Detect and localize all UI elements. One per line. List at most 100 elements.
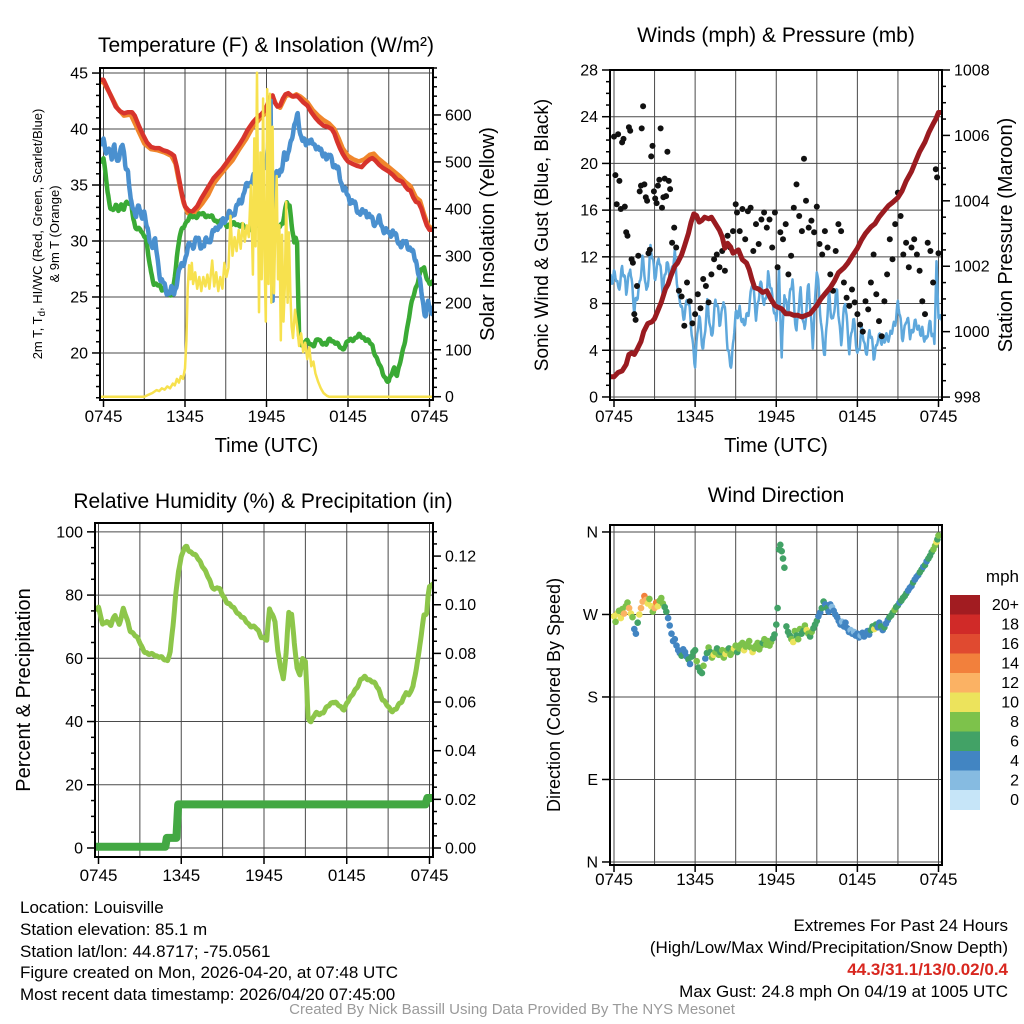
- gridlines: [610, 525, 942, 865]
- series-group: [100, 71, 433, 398]
- svg-text:20: 20: [65, 777, 83, 794]
- svg-text:4: 4: [589, 343, 598, 360]
- tick-labels: 0745 1345 1945 0145 0745 20 25 30 35 40 45 0 100 200 3…: [70, 66, 472, 426]
- svg-text:S: S: [587, 689, 598, 706]
- svg-text:40: 40: [70, 122, 88, 139]
- chart-title: Temperature (F) & Insolation (W/m²): [98, 34, 434, 57]
- svg-text:14: 14: [1001, 655, 1019, 672]
- station-info: Location: Louisville Station elevation: …: [20, 897, 398, 1006]
- svg-text:16: 16: [1001, 636, 1019, 653]
- svg-text:0.10: 0.10: [445, 597, 476, 614]
- 2m-temp-red: [100, 77, 433, 233]
- svg-text:0145: 0145: [838, 407, 876, 426]
- extremes-summary: Extremes For Past 24 Hours (High/Low/Max…: [650, 915, 1008, 1003]
- svg-text:80: 80: [65, 588, 83, 605]
- svg-text:18: 18: [1001, 616, 1019, 633]
- y-axis-label-left: 2m T, Td, HI/WC (Red, Green, Scarlet/Blu…: [30, 109, 48, 360]
- station-latlon: Station lat/lon: 44.8717; -75.0561: [20, 941, 271, 961]
- x-axis-label: Time (UTC): [215, 435, 319, 457]
- svg-text:1345: 1345: [676, 407, 714, 426]
- svg-text:200: 200: [445, 295, 472, 312]
- svg-text:400: 400: [445, 201, 472, 218]
- svg-text:45: 45: [70, 66, 88, 83]
- direction-dots: [610, 532, 942, 677]
- svg-text:0745: 0745: [595, 407, 633, 426]
- precipitation: [95, 794, 433, 851]
- svg-text:1345: 1345: [166, 407, 204, 426]
- svg-text:20+: 20+: [992, 597, 1019, 614]
- svg-text:1945: 1945: [248, 407, 286, 426]
- svg-text:1945: 1945: [757, 407, 795, 426]
- svg-text:2: 2: [1010, 772, 1019, 789]
- y-axis-label-left: & 9m T (Orange): [47, 185, 62, 282]
- svg-text:20: 20: [580, 156, 598, 173]
- x-axis-label: Time (UTC): [724, 435, 828, 457]
- max-gust: Max Gust: 24.8 mph On 04/19 at 1005 UTC: [679, 982, 1008, 1001]
- svg-text:W: W: [583, 607, 599, 624]
- svg-text:100: 100: [56, 524, 83, 541]
- svg-text:1004: 1004: [954, 193, 990, 210]
- gusts-black: [611, 103, 942, 340]
- svg-text:40: 40: [65, 714, 83, 731]
- svg-text:300: 300: [445, 248, 472, 265]
- svg-text:E: E: [587, 772, 598, 789]
- svg-text:10: 10: [1001, 694, 1019, 711]
- figure-created: Figure created on Mon, 2026-04-20, at 07…: [20, 963, 398, 983]
- svg-text:600: 600: [445, 107, 472, 124]
- station-location: Location: Louisville: [20, 898, 164, 917]
- svg-text:0145: 0145: [329, 407, 367, 426]
- station-elevation: Station elevation: 85.1 m: [20, 919, 208, 939]
- svg-text:0745: 0745: [80, 866, 118, 885]
- svg-text:6: 6: [1010, 733, 1019, 750]
- svg-text:0.02: 0.02: [445, 792, 476, 809]
- y-axis-label-right: Solar Insolation (Yellow): [477, 127, 499, 341]
- svg-text:0: 0: [445, 389, 454, 406]
- speed-colorbar: mph 20+ 18 16 14 12 10 8 6 4 2 0: [950, 567, 1019, 810]
- svg-text:N: N: [586, 854, 598, 871]
- tick-labels: 0745 1345 1945 0145 074504812162024289981000…: [580, 63, 989, 427]
- extremes-values: 44.3/31.1/13/0.02/0.4: [847, 960, 1008, 979]
- chart-title: Winds (mph) & Pressure (mb): [637, 24, 915, 47]
- extremes-subtitle: (High/Low/Max Wind/Precipitation/Snow De…: [649, 938, 1008, 957]
- svg-text:24: 24: [580, 109, 598, 126]
- svg-text:0745: 0745: [920, 870, 958, 889]
- svg-text:1345: 1345: [676, 870, 714, 889]
- svg-text:0.00: 0.00: [445, 840, 476, 857]
- relative-humidity: [95, 543, 433, 725]
- pressure-maroon: [610, 110, 942, 380]
- svg-text:0.12: 0.12: [445, 549, 476, 566]
- svg-text:0.08: 0.08: [445, 646, 476, 663]
- svg-text:0745: 0745: [920, 407, 958, 426]
- panel-winds-pressure: 0745 1345 1945 0145 0745 0 4 8 12 16 20 24 28 998 1000…: [512, 0, 1024, 470]
- y-axis-label-left: Sonic Wind & Gust (Blue, Black): [532, 99, 553, 371]
- series-group: [610, 532, 942, 677]
- winds-pressure-chart: 0745 1345 1945 0145 074504812162024289981000…: [532, 24, 1017, 457]
- svg-text:30: 30: [70, 233, 88, 250]
- panel-temperature-insolation: 0745 1345 1945 0145 0745 20 25 30 35 40 45 0 100 200 3…: [0, 0, 512, 470]
- credit-line: Created By Nick Bassill Using Data Provi…: [289, 1001, 735, 1018]
- svg-text:12: 12: [580, 249, 598, 266]
- svg-text:0745: 0745: [85, 407, 123, 426]
- series-group: [95, 543, 433, 851]
- svg-text:8: 8: [1010, 714, 1019, 731]
- extremes-title: Extremes For Past 24 Hours: [793, 916, 1008, 935]
- svg-text:28: 28: [580, 63, 598, 80]
- svg-text:25: 25: [70, 289, 88, 306]
- svg-text:0.04: 0.04: [445, 743, 476, 760]
- svg-text:1002: 1002: [954, 259, 990, 276]
- series-group: [610, 103, 942, 380]
- svg-text:1945: 1945: [757, 870, 795, 889]
- tick-labels: 0745 1345 1945 0145 0745 0 20 40 60 80 100 0.00 0.02…: [56, 524, 476, 885]
- svg-text:0: 0: [589, 389, 598, 406]
- svg-text:12: 12: [1001, 675, 1019, 692]
- y-axis-label-left: Direction (Colored By Speed): [544, 578, 564, 812]
- svg-text:20: 20: [70, 345, 88, 362]
- panel-wind-direction: 0745 1345 1945 0145 0745 N E S W N Wind Direction D…: [512, 470, 1024, 890]
- sonic-wind-blue: [610, 243, 942, 369]
- panel-humidity-precipitation: 0745 1345 1945 0145 0745 0 20 40 60 80 100 0.00 0.02…: [0, 470, 512, 890]
- svg-text:16: 16: [580, 203, 598, 220]
- svg-text:1006: 1006: [954, 128, 990, 145]
- chart-title: Relative Humidity (%) & Precipitation (i…: [73, 490, 452, 513]
